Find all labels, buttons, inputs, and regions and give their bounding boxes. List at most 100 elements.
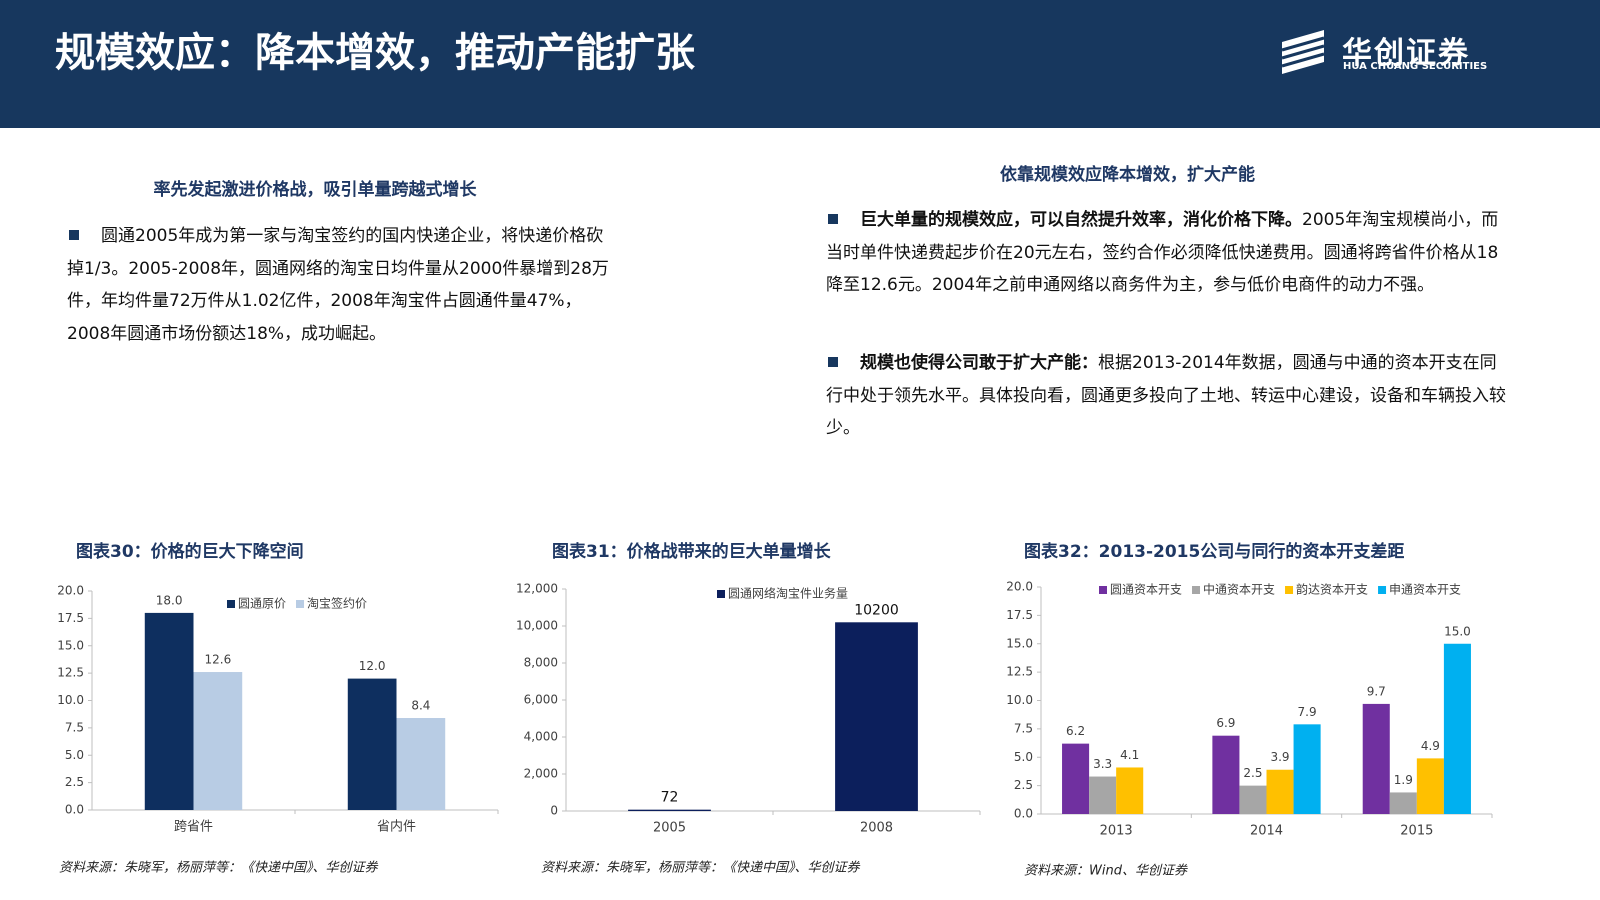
bar	[1239, 785, 1267, 814]
y-tick-label: 4,000	[524, 730, 558, 744]
x-tick-label: 2013	[1100, 824, 1133, 839]
bullet-bold: 规模也使得公司敢于扩大产能：	[860, 353, 1098, 373]
bullet-text: 根据2013-2014年数据，圆通与中通的资本开支在同行中处于领先水平。具体投向…	[826, 353, 1506, 438]
paragraph: 圆通2005年成为第一家与淘宝签约的国内快递企业，将快递价格砍掉1/3。2005…	[67, 220, 612, 350]
y-tick-label: 20.0	[57, 584, 84, 598]
chart-title: 图表31：价格战带来的巨大单量增长	[552, 541, 832, 562]
value-label: 12.0	[359, 659, 386, 673]
bar	[1266, 769, 1294, 814]
y-tick-label: 15.0	[57, 638, 84, 652]
y-tick-label: 7.5	[1014, 721, 1033, 735]
y-tick-label: 10.0	[57, 693, 84, 707]
value-label: 3.3	[1093, 757, 1112, 771]
bar	[1089, 776, 1117, 814]
x-tick-label: 2005	[653, 821, 686, 836]
value-label: 3.9	[1270, 750, 1289, 764]
y-tick-label: 17.5	[57, 611, 84, 625]
x-tick-label: 2015	[1400, 824, 1433, 839]
chart-title: 图表32：2013-2015公司与同行的资本开支差距	[1024, 541, 1404, 562]
legend-swatch	[1378, 586, 1387, 594]
bar	[835, 622, 918, 811]
y-tick-label: 12.5	[1006, 665, 1033, 679]
legend-swatch	[1099, 586, 1107, 594]
chart-title: 图表30：价格的巨大下降空间	[76, 541, 304, 562]
bullet-text: 2005年淘宝规模尚小，而当时单件快递费起步价在20元左右，签约合作必须降低快递…	[826, 210, 1499, 295]
value-label: 1.9	[1394, 773, 1413, 787]
chart-source: 资料来源：朱晓军，杨丽萍等：《快递中国》、华创证券	[541, 861, 861, 876]
x-tick-label: 2014	[1250, 824, 1283, 839]
bar	[1443, 643, 1471, 814]
y-tick-label: 7.5	[65, 720, 84, 734]
y-tick-label: 0.0	[1014, 807, 1033, 821]
section-heading: 依靠规模效应降本增效，扩大产能	[1000, 165, 1255, 185]
legend-swatch	[296, 600, 305, 608]
value-label: 2.5	[1243, 766, 1262, 780]
legend-label: 韵达资本开支	[1296, 582, 1368, 597]
bar	[628, 809, 711, 811]
legend-label: 圆通原价	[238, 597, 286, 611]
y-tick-label: 5.0	[1014, 750, 1033, 764]
legend-label: 淘宝签约价	[307, 596, 367, 611]
legend-label: 圆通资本开支	[1110, 583, 1182, 597]
y-tick-label: 6,000	[524, 693, 558, 707]
x-tick-label: 省内件	[377, 819, 416, 835]
x-tick-label: 2008	[860, 821, 893, 836]
bar	[193, 672, 243, 810]
y-tick-label: 17.5	[1006, 608, 1033, 622]
legend-swatch	[1192, 586, 1201, 594]
y-tick-label: 0	[550, 804, 558, 818]
logo-icon	[1281, 30, 1325, 74]
bar	[396, 718, 446, 810]
y-tick-label: 20.0	[1006, 580, 1033, 594]
y-tick-label: 10.0	[1006, 693, 1033, 707]
chart-source: 资料来源：朱晓军，杨丽萍等：《快递中国》、华创证券	[59, 861, 379, 876]
y-tick-label: 0.0	[65, 803, 84, 817]
y-tick-label: 15.0	[1006, 636, 1033, 650]
y-tick-label: 10,000	[516, 619, 558, 633]
slide-title: 规模效应：降本增效，推动产能扩张	[55, 30, 695, 76]
bullet-marker	[828, 214, 838, 224]
bar	[1116, 767, 1144, 814]
value-label: 9.7	[1367, 684, 1386, 698]
x-tick-label: 跨省件	[174, 820, 213, 835]
bullet-bold: 巨大单量的规模效应，可以自然提升效率，消化价格下降。	[860, 210, 1302, 230]
value-label: 4.1	[1120, 748, 1139, 762]
value-label: 4.9	[1421, 739, 1440, 753]
bullet-item: 规模也使得公司敢于扩大产能：根据2013-2014年数据，圆通与中通的资本开支在…	[826, 347, 1511, 445]
value-label: 18.0	[156, 593, 183, 607]
bar	[1416, 758, 1444, 814]
value-label: 10200	[854, 602, 899, 618]
section-heading: 率先发起激进价格战，吸引单量跨越式增长	[153, 180, 477, 200]
bullet-item: 巨大单量的规模效应，可以自然提升效率，消化价格下降。2005年淘宝规模尚小，而当…	[826, 204, 1511, 302]
y-tick-label: 12,000	[516, 582, 558, 596]
legend-swatch	[227, 600, 235, 608]
bar	[1293, 724, 1321, 814]
value-label: 8.4	[411, 699, 430, 713]
header-bar	[0, 0, 1600, 128]
bar	[1062, 743, 1090, 814]
bullet-marker	[828, 357, 838, 367]
bullet-marker	[69, 230, 79, 240]
y-tick-label: 2.5	[1014, 778, 1033, 792]
bar	[1212, 735, 1240, 814]
legend-label: 圆通网络淘宝件业务量	[728, 586, 848, 601]
bar	[347, 678, 397, 810]
value-label: 15.0	[1444, 624, 1471, 638]
logo-subtext: HUA CHUANG SECURITIES	[1343, 61, 1488, 72]
y-tick-label: 2.5	[65, 775, 84, 789]
legend-label: 申通资本开支	[1389, 583, 1461, 597]
bar	[144, 612, 194, 810]
value-label: 7.9	[1298, 705, 1317, 719]
y-tick-label: 8,000	[524, 656, 558, 670]
y-tick-label: 5.0	[65, 748, 84, 762]
legend-swatch	[717, 590, 725, 598]
bar	[1389, 792, 1417, 814]
legend-label: 中通资本开支	[1203, 582, 1275, 597]
value-label: 12.6	[205, 653, 232, 667]
y-tick-label: 2,000	[524, 767, 558, 781]
logo-text: 华创证券	[1342, 36, 1470, 71]
bar	[1362, 703, 1390, 814]
y-tick-label: 12.5	[57, 666, 84, 680]
